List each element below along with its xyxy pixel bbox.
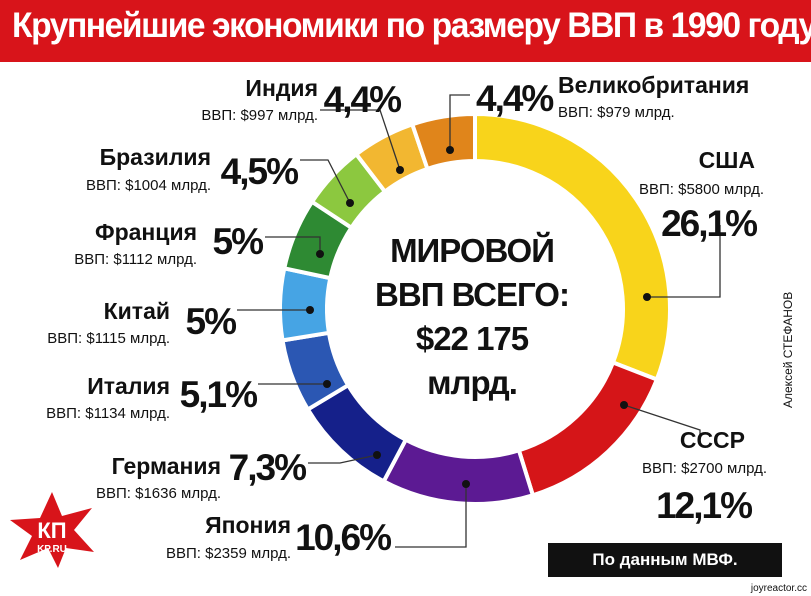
- slice-name-4: Италия: [87, 373, 170, 399]
- leader-line-2: [395, 484, 467, 548]
- slice-gdp-3: ВВП: $1636 млрд.: [96, 485, 221, 502]
- slice-name-6: Франция: [95, 219, 197, 245]
- donut-ring: [278, 111, 672, 506]
- center-line-3: $22 175: [416, 320, 529, 357]
- slice-name-0: США: [699, 147, 755, 173]
- source-note: По данным МВФ.: [592, 550, 738, 569]
- slice-9: [409, 111, 477, 172]
- leader-dot-3: [373, 451, 381, 459]
- kp-logo: КП KP.RU: [10, 492, 94, 568]
- slice-percent-9: 4,4%: [476, 78, 553, 119]
- slice-labels: США ВВП: $5800 млрд. 26,1% СССР ВВП: $2700 м…: [46, 72, 767, 562]
- slice-gdp-5: ВВП: $1115 млрд.: [47, 330, 170, 347]
- slice-percent-7: 4,5%: [221, 151, 298, 192]
- slice-gdp-2: ВВП: $2359 млрд.: [166, 545, 291, 562]
- slice-gdp-9: ВВП: $979 млрд.: [558, 104, 675, 121]
- slice-name-9: Великобритания: [558, 72, 749, 98]
- slice-name-3: Германия: [112, 453, 221, 479]
- leader-line-1: [623, 404, 701, 442]
- slice-name-8: Индия: [245, 75, 318, 101]
- leader-dot-5: [306, 306, 314, 314]
- leader-line-8: [320, 109, 401, 171]
- leader-line-3: [308, 454, 378, 464]
- leader-line-0: [647, 225, 721, 298]
- slice-gdp-6: ВВП: $1112 млрд.: [74, 251, 197, 268]
- slice-name-1: СССР: [680, 427, 745, 453]
- slice-gdp-8: ВВП: $997 млрд.: [201, 107, 318, 124]
- leader-line-9: [449, 94, 470, 150]
- center-line-2: ВВП ВСЕГО:: [375, 276, 569, 313]
- slice-name-2: Япония: [205, 512, 291, 538]
- slice-name-5: Китай: [104, 298, 170, 324]
- slice-name-7: Бразилия: [100, 144, 211, 170]
- slice-percent-0: 26,1%: [661, 203, 757, 244]
- leader-dot-2: [462, 480, 470, 488]
- slice-percent-1: 12,1%: [656, 485, 752, 526]
- slice-gdp-1: ВВП: $2700 млрд.: [642, 460, 767, 477]
- slice-5: [278, 265, 333, 343]
- source-box: По данным МВФ.: [548, 543, 782, 577]
- leader-line-6: [265, 236, 321, 254]
- center-label: МИРОВОЙ ВВП ВСЕГО: $22 175 млрд.: [375, 231, 570, 401]
- center-line-1: МИРОВОЙ: [390, 231, 554, 269]
- leader-lines: [237, 94, 721, 548]
- slice-gdp-4: ВВП: $1134 млрд.: [46, 405, 170, 422]
- slice-percent-8: 4,4%: [324, 79, 401, 120]
- title-bar: Крупнейшие экономики по размеру ВВП в 19…: [0, 0, 811, 62]
- slice-percent-4: 5,1%: [180, 374, 257, 415]
- leader-dot-6: [316, 250, 324, 258]
- center-line-4: млрд.: [427, 364, 517, 401]
- watermark: joyreactor.cc: [750, 583, 807, 594]
- chart-title: Крупнейшие экономики по размеру ВВП в 19…: [12, 6, 811, 45]
- slice-percent-3: 7,3%: [229, 447, 306, 488]
- slice-percent-2: 10,6%: [295, 517, 391, 558]
- logo-text: КП: [37, 518, 66, 543]
- leader-dot-8: [396, 166, 404, 174]
- leader-dot-0: [643, 293, 651, 301]
- slice-gdp-0: ВВП: $5800 млрд.: [639, 181, 764, 198]
- leader-dot-9: [446, 146, 454, 154]
- leader-dot-1: [620, 401, 628, 409]
- logo-url: KP.RU: [37, 544, 67, 555]
- author-credit: Алексей СТЕФАНОВ: [781, 291, 795, 408]
- slice-percent-6: 5%: [213, 221, 264, 262]
- leader-line-7: [300, 159, 351, 204]
- slice-gdp-7: ВВП: $1004 млрд.: [86, 177, 211, 194]
- slice-percent-5: 5%: [186, 301, 237, 342]
- leader-dot-4: [323, 380, 331, 388]
- leader-dot-7: [346, 199, 354, 207]
